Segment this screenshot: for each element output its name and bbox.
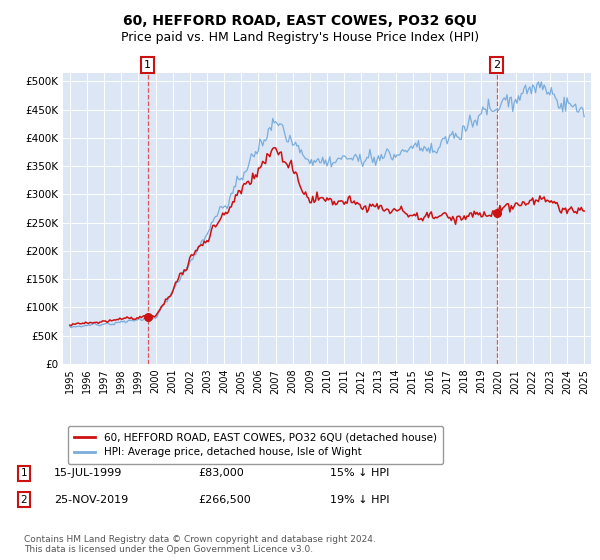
Text: 25-NOV-2019: 25-NOV-2019: [54, 494, 128, 505]
Text: 2: 2: [493, 60, 500, 70]
Text: £266,500: £266,500: [198, 494, 251, 505]
Text: Price paid vs. HM Land Registry's House Price Index (HPI): Price paid vs. HM Land Registry's House …: [121, 31, 479, 44]
Text: Contains HM Land Registry data © Crown copyright and database right 2024.
This d: Contains HM Land Registry data © Crown c…: [24, 535, 376, 554]
Legend: 60, HEFFORD ROAD, EAST COWES, PO32 6QU (detached house), HPI: Average price, det: 60, HEFFORD ROAD, EAST COWES, PO32 6QU (…: [68, 426, 443, 464]
Text: 19% ↓ HPI: 19% ↓ HPI: [330, 494, 389, 505]
Text: 1: 1: [20, 468, 28, 478]
Text: 1: 1: [144, 60, 151, 70]
Text: £83,000: £83,000: [198, 468, 244, 478]
Text: 60, HEFFORD ROAD, EAST COWES, PO32 6QU: 60, HEFFORD ROAD, EAST COWES, PO32 6QU: [123, 14, 477, 28]
Text: 15-JUL-1999: 15-JUL-1999: [54, 468, 122, 478]
Text: 15% ↓ HPI: 15% ↓ HPI: [330, 468, 389, 478]
Text: 2: 2: [20, 494, 28, 505]
